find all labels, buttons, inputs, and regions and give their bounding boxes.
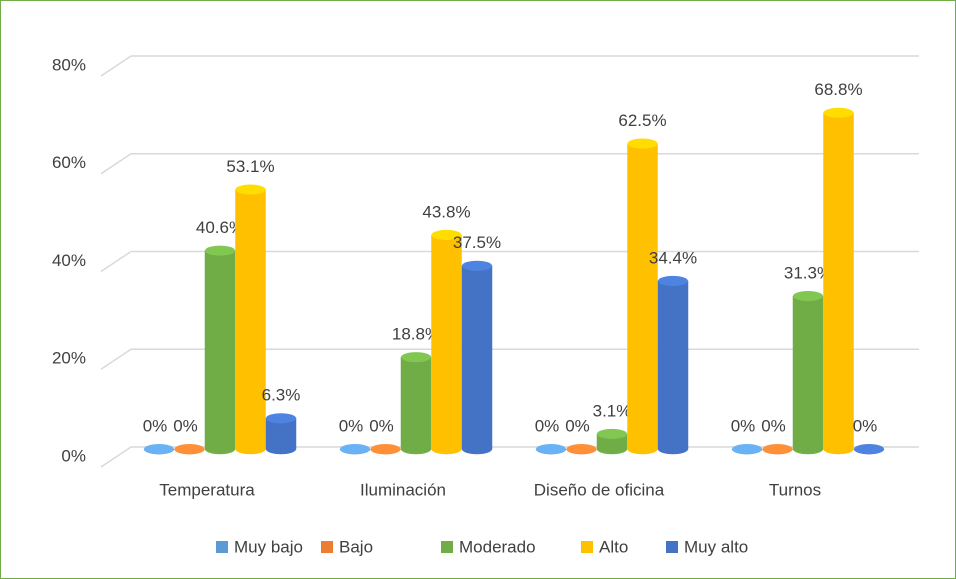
data-label: 53.1% [226,157,274,176]
grid-line-side [100,348,132,370]
bar-top [597,428,627,439]
bar-top [205,245,235,256]
legend-label: Muy alto [684,537,748,556]
data-label: 6.3% [262,386,301,405]
grid-line-side [100,250,132,273]
data-label: 37.5% [453,233,501,252]
bar [235,189,266,455]
data-label: 34.4% [649,248,697,267]
grid-line-side [100,446,132,468]
bar-top [566,444,597,454]
bar-top [266,413,296,424]
bar-top [370,444,401,454]
data-label: 43.8% [422,202,470,221]
data-label: 40.6% [196,218,244,237]
data-label: 0% [143,416,168,435]
y-tick-label: 80% [52,55,86,74]
legend-label: Alto [599,537,628,556]
bar [792,295,824,455]
data-label: 0% [369,416,394,435]
y-tick-label: 20% [52,349,86,368]
data-label: 68.8% [814,80,862,99]
data-label: 62.5% [618,111,666,130]
x-tick-label: Diseño de oficina [534,480,665,499]
legend-label: Bajo [339,537,373,556]
bar-top [235,184,266,195]
data-label: 0% [339,416,364,435]
legend-swatch [321,541,333,553]
grid-line-side [100,153,132,175]
legend-swatch [216,541,228,553]
bar-top [762,444,793,454]
y-tick-label: 0% [61,446,86,465]
bar-top [431,229,462,240]
x-tick-label: Turnos [769,480,821,499]
bar-top [823,107,854,118]
data-label: 0% [565,416,590,435]
legend-label: Muy bajo [234,537,303,556]
data-label: 3.1% [593,401,632,420]
bar [265,418,297,455]
x-tick-label: Temperatura [159,480,255,499]
bar-top [658,275,688,286]
bar-top [340,444,370,454]
grid-line-side [100,55,132,77]
bar [657,280,689,455]
data-label: 0% [535,416,560,435]
bar-top [536,444,566,454]
bar [627,143,658,455]
y-tick-label: 40% [52,251,86,270]
bar [400,357,432,455]
bar [461,265,493,455]
data-label: 0% [731,416,756,435]
bar-top [462,260,492,271]
bar [823,112,854,455]
y-tick-label: 60% [52,153,86,172]
legend-label: Moderado [459,537,536,556]
bar-top [627,138,658,149]
x-tick-label: Iluminación [360,480,446,499]
bar [431,234,462,455]
data-label: 0% [853,416,878,435]
bar-top [401,352,431,363]
bar-top [732,444,762,454]
bar-top [793,291,823,302]
bar-top [174,444,205,454]
legend-swatch [441,541,453,553]
bar [596,433,628,455]
data-label: 0% [761,416,786,435]
legend-swatch [666,541,678,553]
bar-top [144,444,174,454]
data-label: 0% [173,416,198,435]
data-label: 31.3% [784,264,832,283]
legend-swatch [581,541,593,553]
data-label: 18.8% [392,325,440,344]
bar-top [854,444,884,454]
bar [204,250,236,455]
